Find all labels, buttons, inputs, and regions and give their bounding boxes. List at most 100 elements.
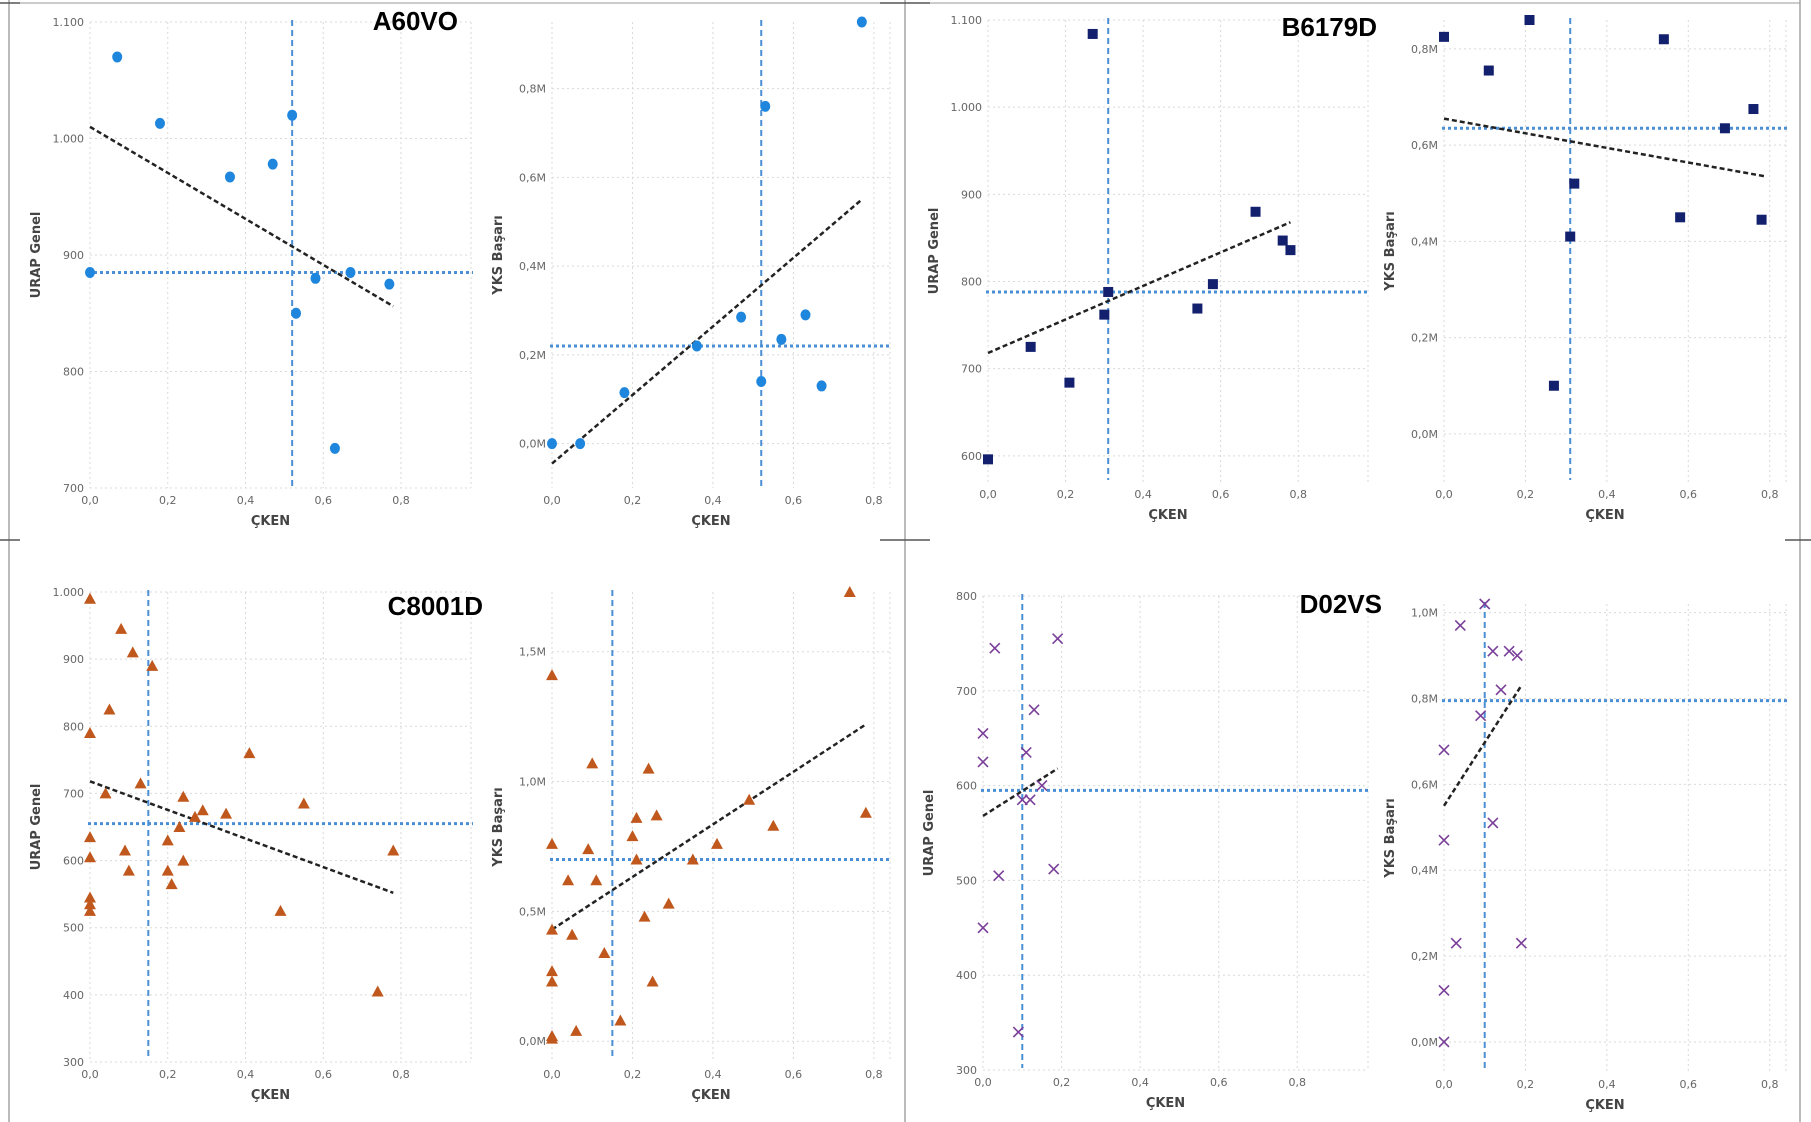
data-point (546, 923, 558, 935)
data-point (662, 897, 675, 909)
y-tick-label: 0,6M (519, 171, 546, 184)
y-tick-label: 500 (63, 922, 84, 935)
data-point (1048, 863, 1060, 875)
data-point (1285, 245, 1296, 256)
x-tick-label: 0,4 (1131, 1076, 1149, 1089)
data-point (650, 809, 663, 821)
data-point (126, 646, 139, 658)
data-point (1438, 834, 1450, 846)
x-tick-label: 0,4 (1598, 1078, 1616, 1091)
y-tick-label: 0,0M (519, 438, 546, 451)
x-axis-label: ÇKEN (1146, 1096, 1185, 1111)
y-tick-label: 700 (961, 363, 982, 376)
data-point (590, 874, 603, 886)
x-axis-label: ÇKEN (691, 514, 730, 529)
data-point (1483, 65, 1494, 76)
y-tick-label: 400 (956, 969, 977, 982)
y-axis-label: URAP Genel (29, 784, 44, 871)
data-point (993, 870, 1005, 882)
data-point (977, 756, 989, 768)
data-point (767, 819, 780, 831)
data-point (816, 380, 827, 392)
x-tick-label: 0,8 (1761, 488, 1779, 501)
plot-a60vo-yks: 0,0 0,2 0,4 0,6 0,8 0,0M 0,2M 0,4M 0,6M 0,8M ÇKEN Y… (491, 16, 892, 529)
y-tick-label: 0,0M (1411, 1036, 1438, 1049)
y-axis-label: URAP Genel (922, 790, 937, 877)
data-point (1438, 744, 1450, 756)
plot-d02vs-yks: 0,0 0,2 0,4 0,6 0,8 0,0M 0,2M 0,4M 0,6M 0,8M 1,0M Ç… (1383, 598, 1788, 1113)
y-tick-label: 900 (961, 188, 982, 201)
data-point (188, 810, 201, 822)
data-point (1438, 1036, 1450, 1048)
y-axis-label: YKS Başarı (491, 787, 506, 867)
data-point (1012, 1026, 1024, 1038)
data-point (146, 659, 159, 671)
y-tick-label: 0,2M (1411, 950, 1438, 963)
data-point (84, 891, 96, 903)
data-point (638, 910, 651, 922)
data-point (1487, 817, 1499, 829)
data-point (1028, 704, 1040, 716)
data-point (1103, 286, 1114, 297)
x-tick-label: 0,2 (159, 1068, 177, 1081)
plots: 0,0 0,2 0,4 0,6 0,8 700 800 900 1.000 1.100 ÇKEN UR… (29, 14, 1788, 1113)
y-axis-label: YKS Başarı (1383, 211, 1398, 291)
y-axis-label: URAP Genel (927, 208, 942, 295)
x-tick-label: 0,2 (1057, 488, 1075, 501)
data-point (84, 831, 96, 843)
data-point (220, 807, 233, 819)
data-point (1024, 794, 1036, 806)
data-point (1479, 598, 1491, 610)
y-tick-label: 600 (956, 780, 977, 793)
data-point (1025, 341, 1036, 352)
data-point (224, 171, 235, 183)
data-point (1277, 235, 1288, 246)
data-point (1036, 780, 1048, 792)
x-tick-label: 0,2 (624, 494, 642, 507)
data-point (598, 946, 611, 958)
data-point (1064, 377, 1075, 388)
x-tick-label: 0,4 (237, 494, 255, 507)
x-tick-label: 0,4 (1598, 488, 1616, 501)
y-tick-label: 0,6M (1411, 139, 1438, 152)
data-point (760, 100, 771, 112)
x-tick-label: 0,0 (1435, 488, 1453, 501)
x-tick-label: 0,0 (81, 494, 99, 507)
y-tick-label: 0,4M (1411, 235, 1438, 248)
x-tick-label: 0,8 (1289, 1076, 1307, 1089)
trend-line (1442, 684, 1523, 807)
y-tick-label: 600 (63, 855, 84, 868)
x-axis-label: ÇKEN (251, 1088, 290, 1103)
data-point (977, 922, 989, 934)
x-tick-label: 0,0 (974, 1076, 992, 1089)
panel-title-d02vs: D02VS (1300, 589, 1382, 619)
y-tick-label: 0,2M (519, 349, 546, 362)
plot-b6179d-yks: 0,0 0,2 0,4 0,6 0,8 0,0M 0,2M 0,4M 0,6M 0,8M ÇKEN Y… (1383, 15, 1788, 523)
y-tick-label: 0,4M (1411, 864, 1438, 877)
data-point (1495, 684, 1507, 696)
y-tick-label: 0,5M (519, 905, 546, 918)
x-tick-label: 0,8 (865, 1068, 883, 1081)
y-tick-label: 1.100 (53, 16, 85, 29)
x-tick-label: 0,0 (1435, 1078, 1453, 1091)
data-point (562, 874, 575, 886)
y-tick-label: 400 (63, 989, 84, 1002)
data-point (1052, 633, 1064, 645)
data-point (1565, 231, 1576, 242)
y-tick-label: 600 (961, 450, 982, 463)
data-point (99, 787, 112, 799)
data-point (267, 158, 278, 170)
data-point (1719, 123, 1730, 134)
y-tick-label: 0,2M (1411, 332, 1438, 345)
data-point (134, 777, 147, 789)
trend-line (1443, 117, 1766, 178)
panel-title-c8001d: C8001D (388, 591, 483, 621)
data-point (1515, 937, 1527, 949)
data-point (103, 703, 116, 715)
y-tick-label: 900 (63, 249, 84, 262)
x-tick-label: 0,4 (1134, 488, 1152, 501)
y-tick-label: 0,8M (519, 83, 546, 96)
data-point (1503, 645, 1515, 657)
